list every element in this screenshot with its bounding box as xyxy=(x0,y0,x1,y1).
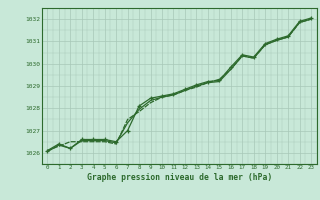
X-axis label: Graphe pression niveau de la mer (hPa): Graphe pression niveau de la mer (hPa) xyxy=(87,173,272,182)
